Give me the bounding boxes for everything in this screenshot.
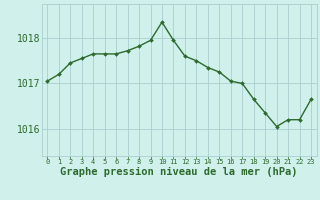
X-axis label: Graphe pression niveau de la mer (hPa): Graphe pression niveau de la mer (hPa)	[60, 167, 298, 177]
